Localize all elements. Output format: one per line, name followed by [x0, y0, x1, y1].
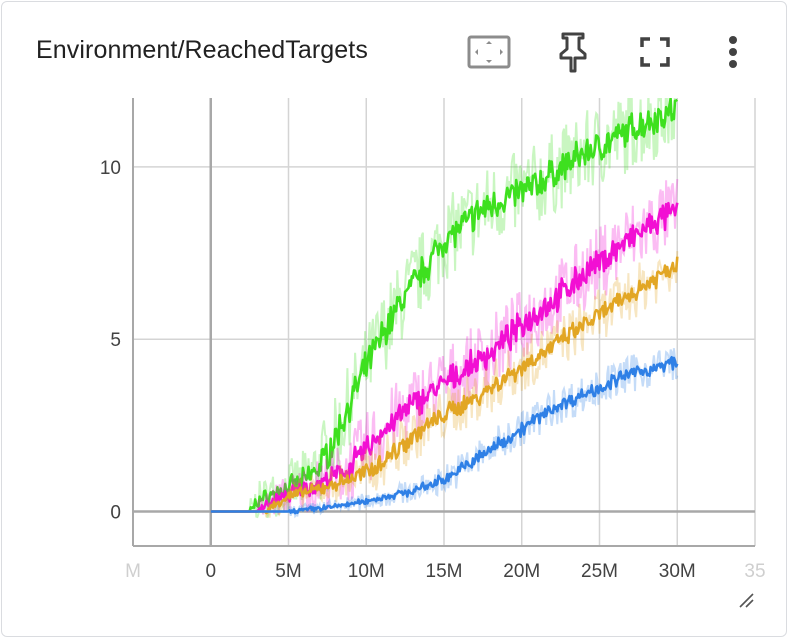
series-line-green — [210, 98, 679, 513]
fullscreen-icon — [640, 37, 670, 67]
x-tick-label: 20M — [503, 561, 540, 582]
card-toolbar — [462, 28, 760, 76]
x-tick-label: 5M — [275, 561, 301, 582]
fit-domain-icon — [467, 35, 511, 69]
x-tick-label: 10M — [348, 561, 385, 582]
fullscreen-button[interactable] — [628, 28, 682, 76]
y-tick-label: 0 — [110, 503, 121, 524]
x-tick-label: 0 — [205, 561, 216, 582]
pin-button[interactable] — [546, 28, 600, 76]
x-tick-label: 30M — [659, 561, 696, 582]
series-line-blue — [210, 356, 679, 515]
x-tick-label: 25M — [581, 561, 618, 582]
series-group — [210, 98, 679, 519]
x-tick-label: 35 — [744, 561, 765, 582]
pin-icon — [559, 32, 587, 73]
series-line-orange — [210, 256, 679, 515]
more-options-button[interactable] — [706, 28, 760, 76]
fit-domain-button[interactable] — [462, 28, 516, 76]
y-tick-label: 5 — [110, 330, 121, 351]
x-tick-label: M — [125, 561, 141, 582]
series-raw-magenta — [210, 179, 679, 515]
chart-title: Environment/ReachedTargets — [36, 36, 368, 64]
resize-handle-icon[interactable] — [738, 592, 754, 608]
more-vert-icon — [729, 36, 737, 68]
x-tick-label: 15M — [426, 561, 463, 582]
y-tick-label: 10 — [100, 158, 121, 179]
series-raw-orange — [210, 251, 679, 518]
